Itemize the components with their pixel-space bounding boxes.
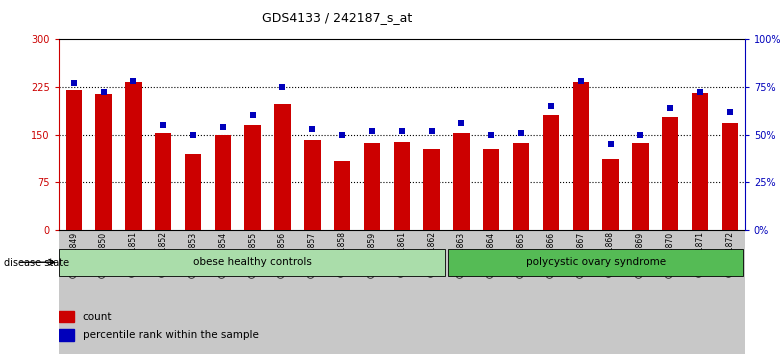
Text: percentile rank within the sample: percentile rank within the sample [83, 330, 259, 340]
Point [515, 130, 528, 136]
Bar [685, 230, 715, 354]
Point [246, 113, 259, 118]
Text: disease state: disease state [4, 258, 69, 268]
Bar [722, 123, 738, 230]
Bar [304, 139, 321, 230]
Bar [691, 93, 708, 230]
Bar [394, 142, 410, 230]
Point [634, 132, 647, 137]
Bar [59, 249, 445, 276]
Bar [423, 149, 440, 230]
Bar [596, 230, 626, 354]
Point [724, 109, 736, 114]
Bar [96, 95, 112, 230]
Bar [506, 230, 536, 354]
Bar [602, 159, 619, 230]
Bar [632, 143, 648, 230]
Point [365, 128, 378, 133]
Bar [59, 329, 74, 341]
Bar [274, 104, 291, 230]
Point [216, 124, 229, 130]
Bar [453, 133, 470, 230]
Text: polycystic ovary syndrome: polycystic ovary syndrome [525, 257, 666, 267]
Bar [447, 230, 477, 354]
Point [97, 90, 110, 95]
Bar [448, 249, 743, 276]
Bar [662, 117, 678, 230]
Bar [155, 133, 172, 230]
Point [306, 126, 318, 132]
Point [187, 132, 199, 137]
Bar [364, 143, 380, 230]
Point [276, 84, 289, 90]
Bar [208, 230, 238, 354]
Bar [148, 230, 178, 354]
Bar [566, 230, 596, 354]
Bar [238, 230, 267, 354]
Point [575, 78, 587, 84]
Point [426, 128, 438, 133]
Bar [125, 82, 142, 230]
Bar [536, 230, 566, 354]
Bar [245, 125, 261, 230]
Point [127, 78, 140, 84]
Text: GDS4133 / 242187_s_at: GDS4133 / 242187_s_at [262, 11, 412, 24]
Bar [118, 230, 148, 354]
Bar [89, 230, 118, 354]
Point [157, 122, 169, 128]
Bar [655, 230, 685, 354]
Point [395, 128, 408, 133]
Bar [357, 230, 387, 354]
Bar [327, 230, 357, 354]
Bar [66, 90, 82, 230]
Bar [59, 230, 89, 354]
Bar [334, 161, 350, 230]
Bar [715, 230, 745, 354]
Bar [387, 230, 417, 354]
Text: count: count [83, 312, 112, 321]
Bar [185, 154, 201, 230]
Bar [267, 230, 297, 354]
Bar [178, 230, 208, 354]
Text: obese healthy controls: obese healthy controls [193, 257, 312, 267]
Point [456, 120, 468, 126]
Bar [477, 230, 506, 354]
Bar [483, 149, 499, 230]
Bar [215, 135, 231, 230]
Bar [626, 230, 655, 354]
Bar [572, 82, 589, 230]
Bar [513, 143, 529, 230]
Point [664, 105, 677, 110]
Bar [59, 311, 74, 322]
Bar [417, 230, 447, 354]
Point [694, 90, 706, 95]
Bar [297, 230, 327, 354]
Point [67, 80, 80, 86]
Point [545, 103, 557, 109]
Point [604, 141, 617, 147]
Point [336, 132, 348, 137]
Point [485, 132, 498, 137]
Bar [543, 115, 559, 230]
